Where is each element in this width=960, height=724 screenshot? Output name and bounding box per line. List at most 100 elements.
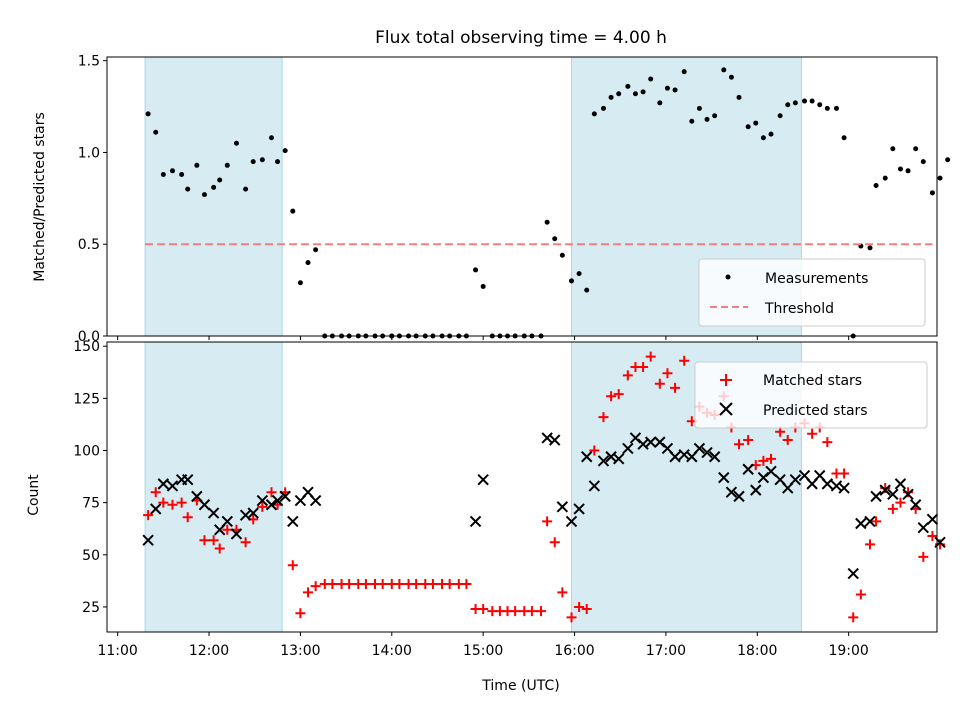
predicted-star-point — [917, 521, 930, 534]
matched-star-point — [182, 512, 193, 523]
bottom-plot-layer — [142, 341, 946, 633]
measurement-point — [153, 129, 159, 135]
top-legend: Measurements Threshold — [698, 258, 926, 327]
top-legend-box — [698, 258, 926, 327]
measurement-point — [473, 267, 479, 273]
measurement-point — [568, 278, 574, 284]
matched-star-point — [167, 499, 178, 510]
top-ytick-label: 0.5 — [78, 237, 100, 253]
predicted-star-point — [644, 436, 657, 448]
measurement-point — [867, 245, 873, 251]
predicted-star-point — [279, 490, 291, 503]
matched-star-point — [536, 606, 547, 617]
matched-star-point — [526, 606, 537, 617]
predicted-star-point — [864, 515, 876, 528]
measurement-point — [632, 91, 638, 97]
matched-star-point — [557, 587, 568, 598]
measurement-point — [681, 69, 687, 75]
predicted-star-point — [207, 507, 220, 519]
predicted-star-point — [894, 478, 907, 490]
matched-star-point — [510, 606, 521, 617]
bottom-xtick-label: 13:00 — [280, 643, 320, 659]
matched-star-point — [222, 524, 233, 535]
matched-star-point — [581, 604, 592, 615]
legend-predicted-label: Predicted stars — [763, 403, 868, 419]
matched-star-point — [199, 535, 210, 546]
measurement-point — [696, 105, 702, 111]
bottom-legend: Matched stars Predicted stars — [694, 361, 928, 429]
bottom-ylabel: Count — [26, 474, 42, 516]
matched-star-point — [855, 589, 866, 600]
matched-star-point — [360, 579, 371, 590]
predicted-star-point — [926, 513, 939, 526]
matched-star-point — [807, 428, 818, 439]
predicted-star-point — [588, 480, 601, 492]
bottom-xtick-label: 19:00 — [828, 643, 868, 659]
measurement-point — [616, 91, 622, 97]
measurement-point — [712, 113, 718, 119]
measurement-point — [217, 177, 223, 183]
matched-star-point — [344, 579, 355, 590]
predicted-star-point — [581, 451, 593, 463]
measurement-point — [169, 168, 175, 174]
top-plot-layer — [144, 56, 951, 339]
matched-star-point — [394, 579, 405, 590]
measurement-point — [721, 67, 727, 73]
matched-star-point — [918, 551, 929, 562]
measurement-point — [920, 159, 926, 165]
predicted-star-point — [909, 499, 922, 511]
measurement-point — [890, 146, 896, 152]
predicted-star-point — [733, 490, 745, 503]
matched-star-point — [743, 435, 754, 446]
matched-star-point — [377, 579, 388, 590]
measurement-point — [552, 236, 558, 242]
matched-star-point — [758, 455, 769, 466]
predicted-star-point — [838, 482, 850, 494]
matched-star-point — [887, 503, 898, 514]
predicted-star-point — [221, 515, 234, 528]
measurement-point — [728, 74, 734, 80]
predicted-star-point — [166, 480, 179, 492]
matched-star-point — [613, 389, 624, 400]
predicted-star-point — [622, 442, 634, 455]
legend-threshold-label: Threshold — [764, 301, 834, 317]
predicted-star-point — [157, 478, 170, 490]
predicted-star-point — [821, 478, 834, 490]
measurement-point — [608, 94, 614, 100]
bottom-xtick-label: 15:00 — [463, 643, 503, 659]
predicted-star-point — [198, 499, 211, 511]
measurement-point — [768, 131, 774, 137]
matched-star-point — [411, 579, 422, 590]
top-ytick-label: 1.0 — [78, 145, 100, 161]
matched-star-point — [822, 437, 833, 448]
top-ylabel: Matched/Predicted stars — [32, 112, 48, 282]
matched-star-point — [654, 378, 665, 389]
matched-star-point — [310, 581, 321, 592]
matched-star-point — [150, 487, 161, 498]
measurement-point — [672, 87, 678, 93]
predicted-star-point — [750, 484, 762, 496]
bottom-ytick-label: 50 — [82, 548, 100, 564]
matched-star-point — [848, 612, 859, 623]
predicted-star-point — [742, 463, 754, 475]
matched-star-point — [574, 601, 585, 612]
measurement-point — [945, 157, 951, 163]
legend-measurements-marker — [725, 274, 731, 280]
matched-star-point — [871, 516, 882, 527]
predicted-star-point — [565, 515, 578, 528]
matched-star-point — [679, 355, 690, 366]
measurement-point — [243, 186, 249, 192]
matched-star-point — [598, 412, 609, 423]
predicted-star-point — [765, 465, 777, 478]
bottom-xtick-label: 18:00 — [737, 643, 777, 659]
bottom-observing-band — [144, 341, 283, 633]
predicted-star-point — [541, 432, 553, 444]
measurement-point — [745, 124, 751, 130]
bottom-xlabel: Time (UTC) — [481, 678, 559, 694]
bottom-axis-layer: 25 50 75 100 125 150 11:00 12:00 13:00 14:00 15:00… — [73, 339, 869, 659]
measurement-point — [824, 105, 830, 111]
predicted-star-point — [718, 471, 730, 484]
bottom-xtick-label: 12:00 — [189, 643, 229, 659]
predicted-star-point — [265, 499, 278, 511]
predicted-star-point — [597, 455, 610, 467]
